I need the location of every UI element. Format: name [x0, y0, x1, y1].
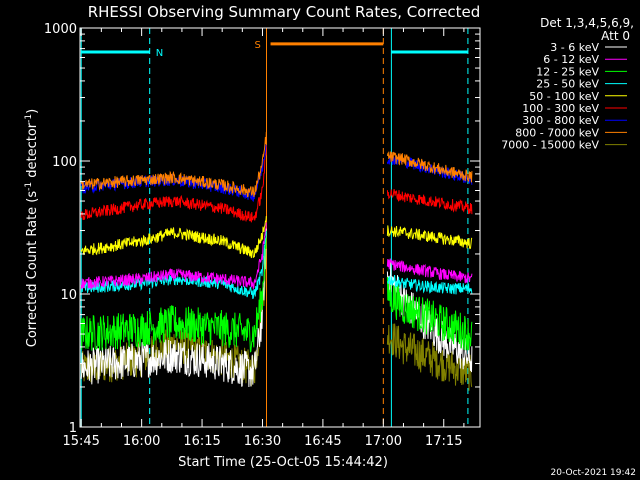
y-tick-label-3: 1000 [44, 22, 77, 37]
footer-date: 20-Oct-2021 19:42 [551, 468, 636, 478]
series-layer [80, 131, 473, 391]
plot-frame [79, 27, 481, 428]
chart-title: RHESSI Observing Summary Count Rates, Co… [88, 3, 481, 21]
y-label-end: ) [25, 109, 40, 114]
series-5-trace-0 [80, 145, 267, 223]
legend-label-0: 3 - 6 keV [550, 41, 599, 54]
series-0-trace-0 [80, 228, 267, 388]
y-label-mid: detector [25, 122, 40, 182]
series-3-trace-1 [387, 274, 473, 295]
y-label-sup2: -1 [24, 114, 34, 123]
x-tick-label-6: 17:15 [425, 434, 462, 449]
axis-layer: 15:45 16:00 16:15 16:30 16:45 17:00 17:15 1 10 10… [44, 22, 480, 449]
y-label-sup1: -1 [24, 182, 34, 191]
x-tick-label-3: 16:30 [244, 434, 281, 449]
legend-label-3: 25 - 50 keV [536, 78, 599, 91]
legend-label-7: 800 - 7000 keV [515, 126, 599, 139]
legend-label-2: 12 - 25 keV [536, 65, 599, 78]
detectors-label: Det 1,3,4,5,6,9, [540, 16, 634, 30]
series-7-trace-0 [80, 131, 267, 198]
flag-S-label: S [255, 40, 261, 51]
y-tick-label-0: 1 [69, 421, 77, 436]
x-tick-label-4: 16:45 [304, 434, 341, 449]
flag-N-label: N [156, 48, 163, 59]
series-8-trace-1 [386, 323, 473, 391]
legend-label-5: 100 - 300 keV [522, 102, 599, 115]
legend-label-8: 7000 - 15000 keV [501, 139, 599, 152]
legend-label-4: 50 - 100 keV [529, 90, 599, 103]
series-2-trace-0 [80, 230, 267, 353]
y-axis-label: Corrected Count Rate (s-1 detector-1) [24, 109, 40, 347]
x-tick-label-1: 16:00 [123, 434, 160, 449]
x-axis-label: Start Time (25-Oct-05 15:44:42) [178, 455, 388, 470]
series-4-trace-0 [80, 216, 267, 259]
y-tick-label-2: 100 [52, 155, 77, 170]
series-1-trace-0 [80, 222, 267, 290]
series-5-trace-1 [386, 189, 473, 215]
legend-label-1: 6 - 12 keV [543, 53, 599, 66]
x-tick-label-5: 17:00 [365, 434, 402, 449]
series-4-trace-1 [386, 225, 473, 250]
x-tick-label-0: 15:45 [62, 434, 99, 449]
x-tick-label-2: 16:15 [183, 434, 220, 449]
y-tick-label-1: 10 [60, 288, 77, 303]
series-2-trace-1 [386, 276, 473, 351]
attenuator-label: Att 0 [601, 29, 630, 43]
legend-label-6: 300 - 800 keV [522, 114, 599, 127]
series-1-trace-1 [386, 258, 473, 284]
series-7-trace-1 [386, 151, 473, 183]
y-label-main: Corrected Count Rate (s [25, 191, 40, 348]
